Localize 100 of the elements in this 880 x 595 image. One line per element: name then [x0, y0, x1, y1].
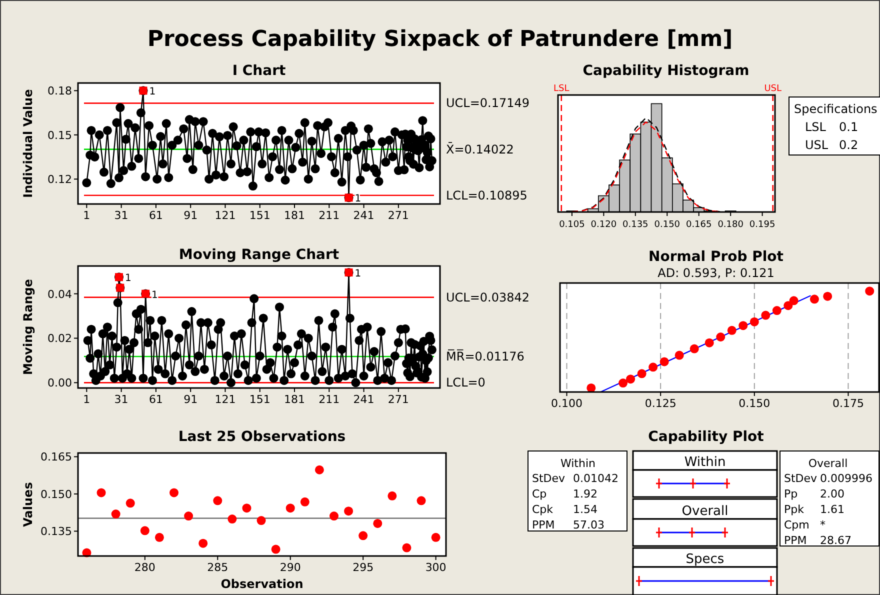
point	[256, 516, 266, 526]
point	[648, 362, 658, 372]
y-tick-label: 0.15	[48, 128, 72, 142]
x-tick-label: 241	[353, 209, 374, 222]
point	[618, 378, 628, 388]
x-tick-label: 181	[284, 209, 306, 222]
point	[674, 350, 684, 360]
x-tick-label: 0.195	[749, 220, 776, 230]
text: StDev	[532, 472, 566, 485]
text: Cp	[532, 488, 547, 500]
point	[431, 532, 440, 542]
x-tick-label: 271	[388, 209, 409, 222]
point	[140, 526, 150, 536]
text: 0.1	[839, 120, 858, 134]
y-tick-label: 0.150	[40, 488, 72, 501]
x-tick-label: 181	[284, 393, 306, 406]
ref-line-label: USL	[764, 84, 782, 94]
text: LSL	[805, 120, 826, 134]
point	[626, 374, 636, 384]
text: 1.54	[573, 503, 598, 516]
text: Cpm	[784, 518, 810, 532]
text: 0.009996	[820, 472, 872, 485]
text: Within	[560, 457, 596, 470]
x-tick-label: 151	[249, 393, 270, 406]
text: 2.00	[820, 488, 844, 500]
x-tick-label: 91	[184, 393, 198, 406]
x-tick-label: 61	[148, 393, 163, 406]
point	[154, 532, 164, 542]
ref-line-label: UCL=0.03842	[446, 290, 530, 304]
point	[96, 488, 106, 498]
point	[242, 504, 252, 513]
annotation: 1	[124, 273, 132, 284]
x-tick-label: 285	[207, 561, 228, 574]
point	[716, 332, 726, 342]
text: 1.92	[573, 488, 598, 500]
y-tick-label: 0.12	[48, 173, 72, 186]
y-axis-title: Values	[21, 482, 35, 527]
x-tick-label: 91	[184, 209, 198, 222]
text: PPM	[532, 518, 555, 532]
chart-title: Capability Histogram	[582, 63, 750, 79]
x-tick-label: 0.105	[559, 220, 585, 230]
x-tick-label: 31	[114, 209, 128, 222]
x-tick-label: 0.135	[622, 220, 648, 230]
x-tick-label: 211	[318, 209, 340, 222]
x-tick-label: 280	[134, 561, 156, 574]
point	[660, 357, 669, 366]
point	[198, 538, 208, 548]
ref-line-label: LSL	[554, 84, 570, 94]
y-axis-title: Moving Range	[21, 278, 35, 376]
text: Within	[684, 455, 726, 470]
text: 0.01042	[573, 472, 618, 485]
y-tick-label: 0.135	[40, 525, 72, 538]
point	[761, 310, 770, 320]
y-tick-label: 0.00	[48, 376, 72, 390]
y-tick-label: 0.04	[48, 288, 72, 301]
x-tick-label: 290	[280, 561, 301, 574]
x-tick-label: 31	[114, 393, 128, 406]
y-axis-title: Individual Value	[21, 89, 35, 198]
point	[271, 544, 280, 554]
x-axis-title: Observation	[220, 577, 304, 591]
x-tick-label: 271	[388, 393, 409, 406]
point	[586, 383, 596, 392]
text: Capability Plot	[648, 429, 764, 445]
x-tick-label: 241	[353, 393, 374, 406]
ref-line-label: X̄=0.14022	[446, 142, 514, 156]
x-tick-label: 0.180	[718, 220, 744, 230]
text: Specs	[686, 552, 724, 567]
point	[314, 465, 324, 474]
x-tick-label: 0.100	[551, 397, 583, 410]
x-tick-label: 300	[425, 561, 446, 574]
point	[184, 512, 194, 521]
text: Pp	[784, 488, 798, 500]
ref-line-label: LCL=0.10895	[446, 188, 528, 202]
point	[388, 491, 397, 500]
point	[637, 369, 646, 378]
point	[344, 506, 354, 516]
x-tick-label: 0.150	[738, 397, 770, 410]
x-tick-label: 0.150	[654, 220, 680, 230]
x-tick-label: 121	[214, 393, 236, 406]
ref-line-label: M̅R̅=0.01176	[446, 348, 524, 364]
text: Process Capability Sixpack of Patrundere [mm]	[147, 27, 733, 52]
text: 28.67	[820, 534, 852, 547]
x-tick-label: 0.165	[686, 220, 712, 230]
text: StDev	[784, 472, 818, 485]
point	[810, 294, 819, 304]
point	[300, 497, 310, 506]
text: 0.2	[839, 138, 858, 152]
x-tick-label: 211	[318, 393, 340, 406]
x-tick-label: 0.175	[832, 397, 864, 410]
x-tick-label: 1	[83, 209, 90, 222]
point	[772, 306, 782, 316]
text: 1.61	[820, 503, 844, 516]
point	[286, 504, 295, 513]
text: 57.03	[573, 518, 604, 532]
chart-title: I Chart	[232, 63, 286, 79]
x-tick-label: 0.125	[644, 397, 676, 410]
x-tick-label: 121	[214, 209, 236, 222]
chart-title: Moving Range Chart	[178, 247, 340, 263]
point	[170, 488, 178, 498]
point	[126, 498, 135, 508]
